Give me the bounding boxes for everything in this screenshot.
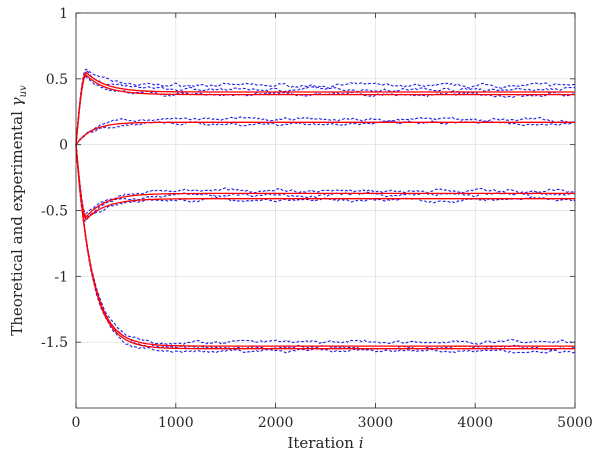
theoretical-series-line <box>75 71 575 145</box>
theoretical-series-line <box>75 121 575 146</box>
experimental-series-line <box>75 120 576 146</box>
y-axis-label-variable: γ <box>8 97 26 106</box>
theoretical-series-line <box>75 73 575 145</box>
x-axis-label: Iteration i <box>287 434 363 452</box>
x-tick-label: 5000 <box>557 415 593 431</box>
y-tick-label: -1.5 <box>41 335 68 351</box>
theoretical-series-line <box>75 144 575 347</box>
experimental-series-line <box>75 144 576 354</box>
x-tick-label: 1000 <box>158 415 194 431</box>
x-tick-label: 2000 <box>258 415 294 431</box>
experimental-series-line <box>75 116 575 146</box>
y-axis-label-text: Theoretical and experimental <box>8 106 26 335</box>
y-tick-label: 1 <box>59 6 68 22</box>
x-tick-label: 4000 <box>457 415 493 431</box>
x-tick-label: 3000 <box>358 415 394 431</box>
y-tick-label: 0 <box>59 138 68 154</box>
x-tick-label: 0 <box>72 415 81 431</box>
theoretical-series-line <box>75 144 575 350</box>
theoretical-series-line <box>75 144 575 221</box>
experimental-series-line <box>75 144 576 220</box>
experimental-series-line <box>75 144 576 223</box>
y-axis-label: Theoretical and experimental γuv <box>8 85 29 336</box>
x-axis-label-text: Iteration <box>287 434 358 452</box>
x-axis-label-variable: i <box>359 434 364 452</box>
experimental-series-line <box>75 70 576 145</box>
experimental-series-line <box>75 75 576 145</box>
experimental-series-line <box>75 144 576 351</box>
experimental-series-line <box>75 144 576 345</box>
plot-series <box>75 68 576 354</box>
y-tick-label: 0.5 <box>46 72 68 88</box>
experimental-series-line <box>75 68 576 145</box>
experimental-series-line <box>75 144 576 215</box>
axis-ticks: 0 1000 2000 3000 4000 5000 1 0.5 0 -0.5 -1 -1.5 <box>41 6 593 431</box>
y-tick-label: -0.5 <box>41 204 68 220</box>
y-axis-label-subscript: uv <box>18 85 29 97</box>
y-tick-label: -1 <box>54 269 68 285</box>
theoretical-series-line <box>75 144 575 219</box>
